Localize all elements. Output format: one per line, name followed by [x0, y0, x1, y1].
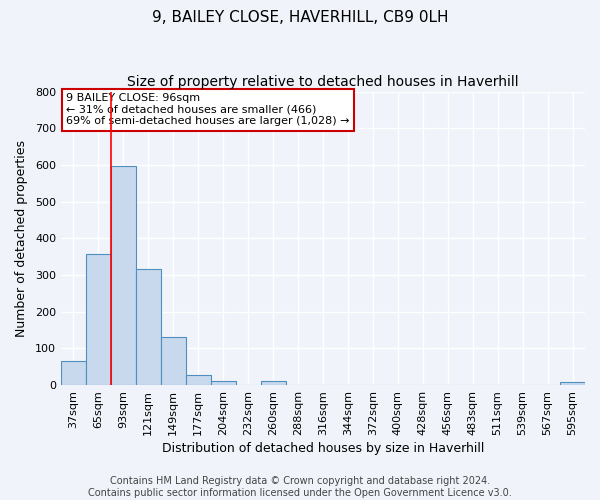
- Bar: [211, 382, 236, 385]
- Bar: [260, 382, 286, 385]
- Text: 9, BAILEY CLOSE, HAVERHILL, CB9 0LH: 9, BAILEY CLOSE, HAVERHILL, CB9 0LH: [152, 10, 448, 25]
- Bar: [86, 254, 111, 385]
- Text: 9 BAILEY CLOSE: 96sqm
← 31% of detached houses are smaller (466)
69% of semi-det: 9 BAILEY CLOSE: 96sqm ← 31% of detached …: [66, 93, 350, 126]
- Text: Contains HM Land Registry data © Crown copyright and database right 2024.
Contai: Contains HM Land Registry data © Crown c…: [88, 476, 512, 498]
- X-axis label: Distribution of detached houses by size in Haverhill: Distribution of detached houses by size …: [162, 442, 484, 455]
- Bar: [61, 361, 86, 385]
- Bar: [186, 375, 211, 385]
- Bar: [161, 338, 186, 385]
- Bar: [111, 166, 136, 385]
- Bar: [560, 382, 585, 385]
- Bar: [136, 269, 161, 385]
- Y-axis label: Number of detached properties: Number of detached properties: [15, 140, 28, 337]
- Title: Size of property relative to detached houses in Haverhill: Size of property relative to detached ho…: [127, 75, 519, 89]
